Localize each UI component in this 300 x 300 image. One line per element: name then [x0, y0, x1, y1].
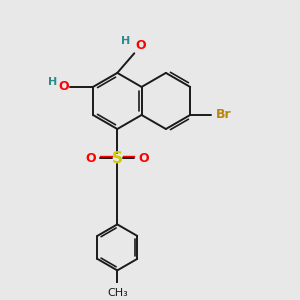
Text: O: O — [136, 39, 146, 52]
Text: H: H — [48, 77, 57, 87]
Text: S: S — [112, 151, 123, 166]
Text: O: O — [58, 80, 69, 93]
Text: H: H — [121, 37, 130, 46]
Text: CH₃: CH₃ — [107, 288, 128, 298]
Text: Br: Br — [215, 109, 231, 122]
Text: O: O — [138, 152, 149, 165]
Text: O: O — [85, 152, 96, 165]
